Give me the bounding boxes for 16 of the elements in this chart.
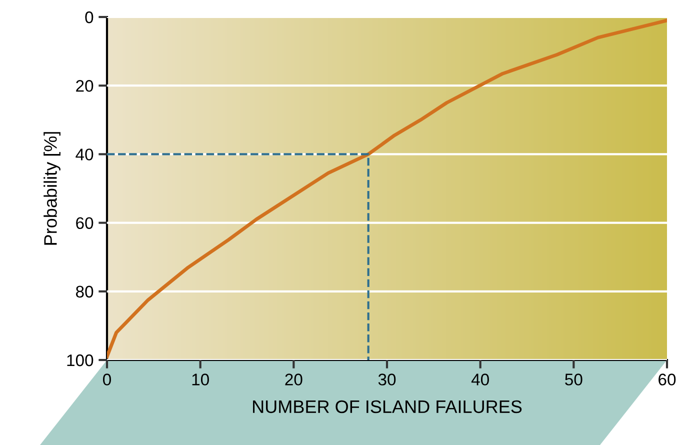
- x-tick-label: 50: [565, 374, 582, 386]
- y-tick-label: 20: [76, 80, 94, 92]
- x-axis-title: NUMBER OF ISLAND FAILURES: [253, 400, 522, 414]
- y-tick-label: 100: [67, 354, 94, 366]
- x-tick-label: 0: [103, 374, 111, 386]
- y-tick-label: 0: [85, 11, 94, 24]
- x-tick-label: 30: [378, 374, 396, 386]
- y-tick-label: 60: [76, 217, 94, 230]
- x-tick-label: 10: [192, 374, 209, 386]
- x-tick-label: 20: [285, 374, 302, 386]
- x-tick-label: 40: [471, 374, 489, 386]
- y-tick-label: 80: [76, 286, 94, 298]
- y-axis-title: Probability [%]: [44, 132, 60, 245]
- y-tick-label: 40: [76, 148, 94, 160]
- x-tick-label: 60: [658, 374, 676, 386]
- line-series: [107, 18, 667, 358]
